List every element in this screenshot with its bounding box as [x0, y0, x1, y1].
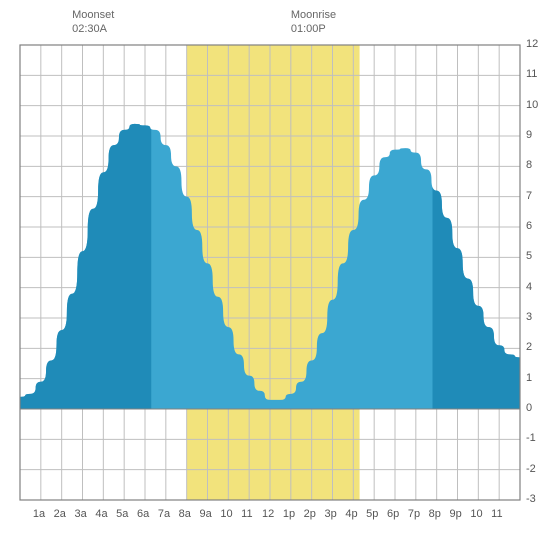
daylight-band	[187, 45, 360, 500]
x-tick-label: 12	[262, 508, 274, 520]
x-tick-label: 5p	[366, 508, 378, 520]
y-tick-label: 6	[526, 220, 532, 232]
y-tick-label: 4	[526, 281, 532, 293]
y-tick-label: 7	[526, 190, 532, 202]
x-tick-label: 5a	[116, 508, 128, 520]
y-tick-label: 8	[526, 159, 532, 171]
y-tick-label: -1	[526, 432, 536, 444]
x-tick-label: 11	[491, 508, 502, 520]
x-tick-label: 6p	[387, 508, 399, 520]
y-tick-label: 5	[526, 250, 532, 262]
x-tick-label: 2a	[54, 508, 66, 520]
y-tick-label: 9	[526, 129, 532, 141]
x-tick-label: 7p	[408, 508, 420, 520]
x-tick-label: 7a	[158, 508, 170, 520]
x-tick-label: 10	[470, 508, 482, 520]
y-tick-label: 12	[526, 38, 538, 50]
x-tick-label: 4a	[95, 508, 107, 520]
y-tick-label: 11	[526, 68, 537, 80]
y-tick-label: 10	[526, 99, 538, 111]
moonset-title: Moonset	[72, 8, 114, 22]
chart-svg	[0, 0, 550, 550]
y-tick-label: 2	[526, 341, 532, 353]
x-tick-label: 3p	[325, 508, 337, 520]
x-tick-label: 1a	[33, 508, 45, 520]
y-tick-label: 0	[526, 402, 532, 414]
x-tick-label: 3a	[75, 508, 87, 520]
y-tick-label: 3	[526, 311, 532, 323]
y-tick-label: -2	[526, 463, 536, 475]
y-tick-label: 1	[526, 372, 532, 384]
x-tick-label: 8a	[179, 508, 191, 520]
x-tick-label: 4p	[345, 508, 357, 520]
moonrise-title: Moonrise	[291, 8, 336, 22]
y-tick-label: -3	[526, 493, 536, 505]
x-tick-label: 2p	[304, 508, 316, 520]
x-tick-label: 10	[220, 508, 232, 520]
moonrise-time: 01:00P	[291, 22, 336, 36]
x-tick-label: 6a	[137, 508, 149, 520]
moonset-time: 02:30A	[72, 22, 114, 36]
x-tick-label: 9a	[200, 508, 212, 520]
moonrise-label: Moonrise01:00P	[291, 8, 336, 37]
moonset-label: Moonset02:30A	[72, 8, 114, 37]
tide-moon-chart: 1211109876543210-1-2-31a2a3a4a5a6a7a8a9a…	[0, 0, 550, 550]
x-tick-label: 8p	[429, 508, 441, 520]
x-tick-label: 1p	[283, 508, 295, 520]
x-tick-label: 9p	[450, 508, 462, 520]
x-tick-label: 11	[241, 508, 252, 520]
